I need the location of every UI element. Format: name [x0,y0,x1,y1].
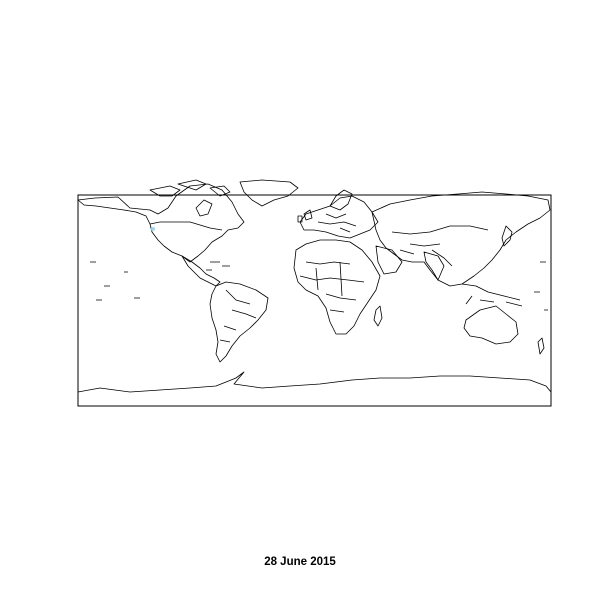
uk-ireland [297,209,313,223]
hudson-bay [195,199,213,217]
west-coast-marker [151,227,155,231]
europe-borders [317,213,357,233]
scandinavia [329,189,353,211]
southeast-asia-islands [461,283,523,307]
africa-borders [299,261,365,313]
north-america-outline [77,183,245,263]
date-caption: 28 June 2015 [264,556,336,568]
arabian-peninsula [375,245,403,275]
new-zealand [537,337,545,355]
antarctica-outline [77,371,552,393]
asia-outline [371,191,551,287]
coastlines [77,179,552,393]
caribbean-islands [206,261,230,271]
japan [501,225,513,247]
us-canada-border [149,221,223,231]
south-america-borders [219,289,257,343]
australia-outline [463,305,519,345]
africa-outline [293,239,381,335]
arctic-islands [149,179,231,197]
madagascar [373,305,383,327]
europe-outline [299,195,379,239]
south-america-outline [209,281,269,363]
central-america-outline [181,255,221,287]
map-boundary [77,194,552,407]
india-outline [423,251,445,281]
greenland-outline [239,179,299,207]
pacific-islands [90,261,548,311]
asia-borders [391,225,489,267]
